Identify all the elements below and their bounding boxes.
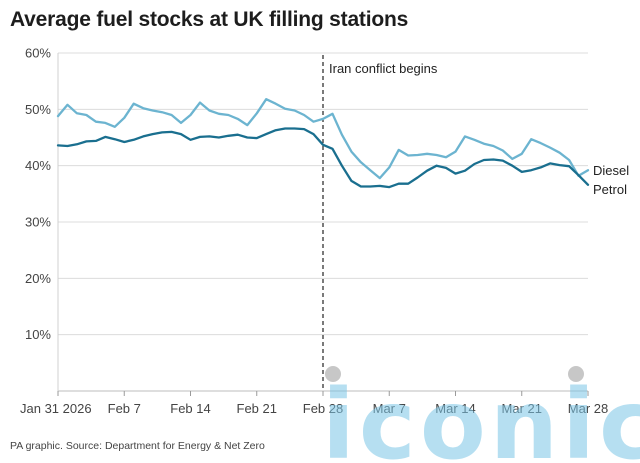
watermark-dot xyxy=(568,366,584,382)
series-lines xyxy=(56,98,590,189)
x-tick-label: Feb 7 xyxy=(108,401,141,416)
x-tick-label: Feb 14 xyxy=(170,401,210,416)
x-tick-label: Jan 31 2026 xyxy=(20,401,92,416)
grid-lines xyxy=(57,52,588,392)
chart-title: Average fuel stocks at UK filling statio… xyxy=(10,8,409,31)
watermark-dot xyxy=(325,366,341,382)
series-label-petrol: Petrol xyxy=(593,182,627,197)
y-tick-label: 50% xyxy=(25,102,51,117)
series-labels: Diesel Petrol xyxy=(593,163,629,197)
watermark: iconic xyxy=(322,366,640,463)
y-tick-label: 60% xyxy=(25,46,51,61)
x-tick-label: Feb 28 xyxy=(303,401,343,416)
series-line-diesel xyxy=(56,98,590,180)
source-note: PA graphic. Source: Department for Energ… xyxy=(10,440,265,452)
y-axis-ticks: 10% 20% 30% 40% 50% 60% xyxy=(25,46,51,343)
x-tick-label: Mar 7 xyxy=(373,401,406,416)
x-axis-ticks: Jan 31 2026 Feb 7 Feb 14 Feb 21 Feb 28 Mar 7 M… xyxy=(20,401,608,416)
y-tick-label: 10% xyxy=(25,327,51,342)
series-label-diesel: Diesel xyxy=(593,163,629,178)
y-tick-label: 30% xyxy=(25,215,51,230)
series-line-petrol xyxy=(56,127,590,189)
y-tick-label: 20% xyxy=(25,271,51,286)
x-tick-label: Mar 28 xyxy=(568,401,608,416)
watermark-text: iconic xyxy=(322,369,640,463)
annotation-label: Iran conflict begins xyxy=(329,61,438,76)
annotation: Iran conflict begins xyxy=(322,55,438,391)
x-tick-label: Mar 21 xyxy=(502,401,542,416)
y-tick-label: 40% xyxy=(25,158,51,173)
x-axis xyxy=(57,391,589,396)
x-tick-label: Feb 21 xyxy=(237,401,277,416)
x-tick-label: Mar 14 xyxy=(435,401,475,416)
